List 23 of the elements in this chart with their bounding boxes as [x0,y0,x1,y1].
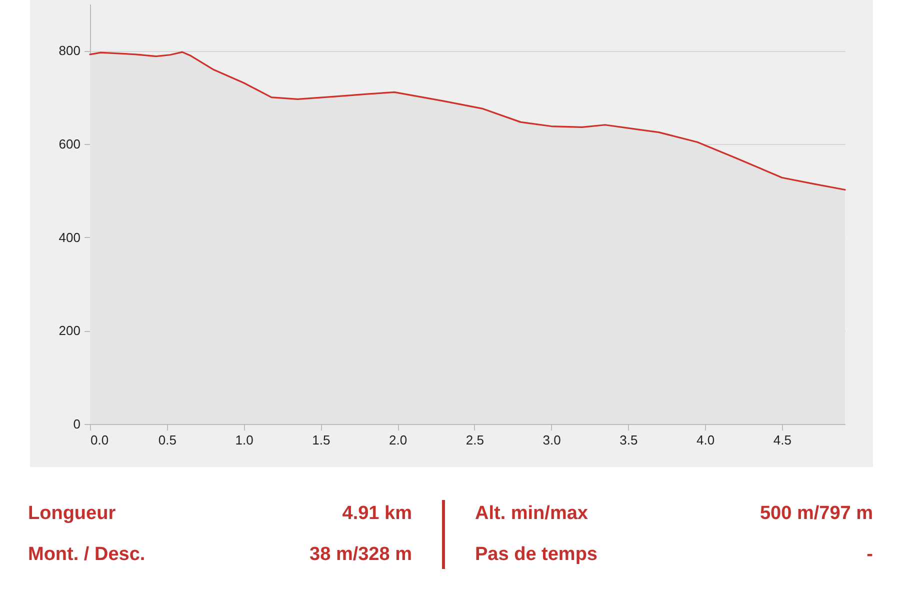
x-tick-label: 0.5 [158,432,176,448]
text: - [866,544,873,566]
text: Mont. / Desc. [28,544,146,566]
text: 38 m/328 m [310,544,412,566]
y-tick-label: 600 [58,136,80,152]
x-tick-label: 1.0 [235,432,254,448]
y-tick-label: 800 [58,43,80,58]
x-tick-label: 2.5 [466,432,484,448]
text: Alt. min/max [475,503,588,525]
y-tick-label: 400 [58,230,80,245]
y-tick-label: 0 [73,416,80,432]
x-tick-label: 3.5 [620,432,638,448]
text: Longueur [28,503,116,525]
x-tick-label: 2.0 [388,432,408,448]
y-tick-label: 200 [58,323,80,338]
x-tick-label: 0.0 [90,432,109,448]
x-tick-label: 3.0 [542,432,561,448]
text: 4.91 km [342,503,412,525]
x-tick-label: 4.5 [773,432,792,448]
text: Pas de temps [475,544,598,566]
x-tick-label: 1.5 [312,432,330,448]
text: 500 m/797 m [760,503,873,525]
x-tick-label: 4.0 [696,432,715,448]
